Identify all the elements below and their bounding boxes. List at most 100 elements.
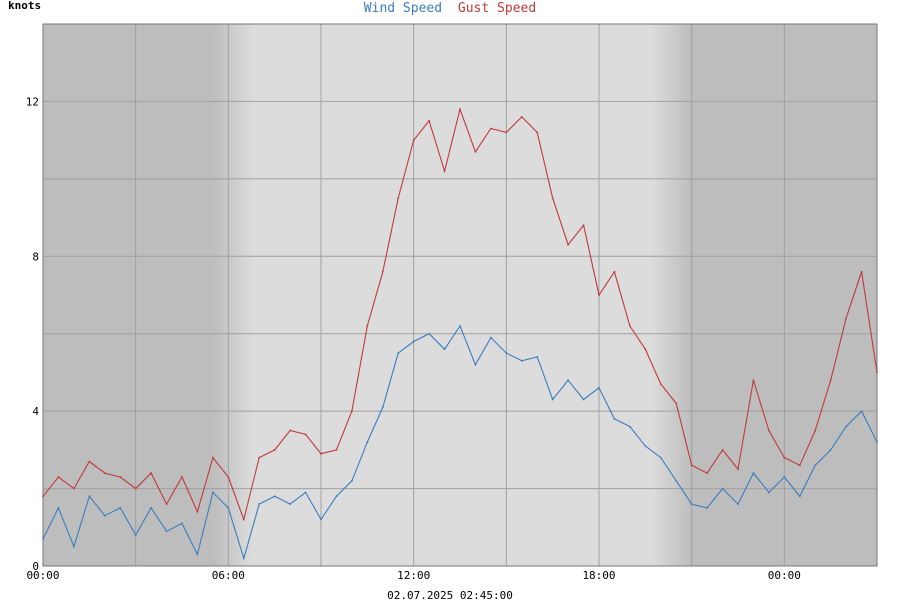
data-point-wind <box>134 534 137 536</box>
x-tick-label: 00:00 <box>768 569 801 582</box>
data-point-wind <box>505 352 508 354</box>
data-point-gust <box>551 197 554 200</box>
data-point-wind <box>814 464 817 467</box>
data-point-wind <box>489 336 492 339</box>
data-point-gust <box>150 472 153 474</box>
data-point-gust <box>459 108 461 111</box>
data-point-gust <box>181 476 183 478</box>
data-point-gust <box>211 456 214 459</box>
y-tick-label: 8 <box>32 250 39 263</box>
data-point-wind <box>628 425 631 428</box>
data-point-gust <box>474 150 477 153</box>
data-point-wind <box>181 522 183 525</box>
data-point-wind <box>737 503 739 505</box>
y-axis-label: knots <box>8 0 41 12</box>
data-point-wind <box>659 456 662 459</box>
data-point-gust <box>428 119 431 122</box>
data-point-wind <box>211 491 214 494</box>
data-point-gust <box>613 270 616 273</box>
data-point-gust <box>42 495 44 498</box>
data-point-gust <box>412 139 415 142</box>
data-point-wind <box>706 507 709 509</box>
data-point-wind <box>690 503 693 505</box>
data-point-gust <box>335 448 338 451</box>
x-tick-label: 00:00 <box>26 569 59 582</box>
data-point-gust <box>505 131 508 134</box>
data-point-gust <box>659 383 662 385</box>
night-band-fade <box>212 24 253 566</box>
data-point-wind <box>242 557 245 560</box>
data-point-wind <box>350 479 353 482</box>
y-tick-label: 12 <box>26 95 39 108</box>
data-point-gust <box>876 371 878 374</box>
data-point-gust <box>304 433 307 436</box>
data-point-gust <box>57 476 60 478</box>
data-point-gust <box>752 379 755 382</box>
data-point-gust <box>829 379 832 382</box>
data-point-gust <box>845 317 848 320</box>
data-point-wind <box>103 514 106 517</box>
data-point-wind <box>412 340 415 343</box>
data-point-wind <box>752 472 755 474</box>
data-point-wind <box>258 503 261 505</box>
data-point-wind <box>520 359 523 362</box>
data-point-wind <box>767 491 770 494</box>
y-tick-label: 4 <box>32 405 39 418</box>
data-point-wind <box>304 491 307 494</box>
data-point-gust <box>320 452 322 455</box>
data-point-wind <box>196 553 199 556</box>
data-point-gust <box>165 503 168 505</box>
data-point-wind <box>88 495 91 498</box>
data-point-gust <box>242 518 245 521</box>
data-point-gust <box>644 348 647 351</box>
data-point-gust <box>721 448 724 451</box>
data-point-wind <box>381 406 384 409</box>
data-point-wind <box>165 530 168 533</box>
data-point-wind <box>42 538 44 540</box>
data-point-gust <box>134 487 137 490</box>
data-point-wind <box>536 356 539 358</box>
data-point-wind <box>289 503 292 505</box>
data-point-wind <box>675 479 678 482</box>
data-point-gust <box>567 243 570 246</box>
data-point-wind <box>582 398 585 401</box>
night-band <box>43 24 213 566</box>
data-point-wind <box>459 325 461 327</box>
data-point-gust <box>628 325 631 327</box>
data-point-wind <box>783 476 786 478</box>
data-point-gust <box>397 197 400 200</box>
data-point-wind <box>829 448 832 451</box>
data-point-wind <box>860 410 863 413</box>
data-point-wind <box>613 417 616 420</box>
data-point-wind <box>320 518 322 521</box>
data-point-gust <box>258 456 261 459</box>
data-point-gust <box>536 131 539 134</box>
data-point-wind <box>644 445 647 447</box>
data-point-gust <box>582 224 585 227</box>
data-point-gust <box>273 448 276 451</box>
data-point-gust <box>860 270 863 273</box>
data-point-wind <box>428 332 431 335</box>
data-point-gust <box>798 464 801 467</box>
data-point-wind <box>72 545 75 548</box>
series-lines <box>42 107 878 561</box>
data-point-gust <box>783 456 786 459</box>
data-point-wind <box>876 441 878 444</box>
x-tick-label: 06:00 <box>212 569 245 582</box>
y-tick-label: 0 <box>32 560 39 573</box>
data-point-wind <box>227 507 230 509</box>
data-point-wind <box>721 487 724 490</box>
x-tick-labels: 00:00 06:00 12:00 18:00 00:00 <box>26 569 800 582</box>
data-point-gust <box>103 472 106 474</box>
data-point-wind <box>150 507 153 509</box>
data-point-gust <box>227 476 230 478</box>
data-point-wind <box>567 379 570 382</box>
data-point-gust <box>88 460 91 463</box>
data-point-gust <box>489 127 492 130</box>
x-tick-label: 12:00 <box>397 569 430 582</box>
data-point-gust <box>767 429 770 432</box>
data-point-wind <box>551 398 554 401</box>
data-point-gust <box>119 476 122 478</box>
y-tick-labels: 0 4 8 12 <box>26 95 40 573</box>
